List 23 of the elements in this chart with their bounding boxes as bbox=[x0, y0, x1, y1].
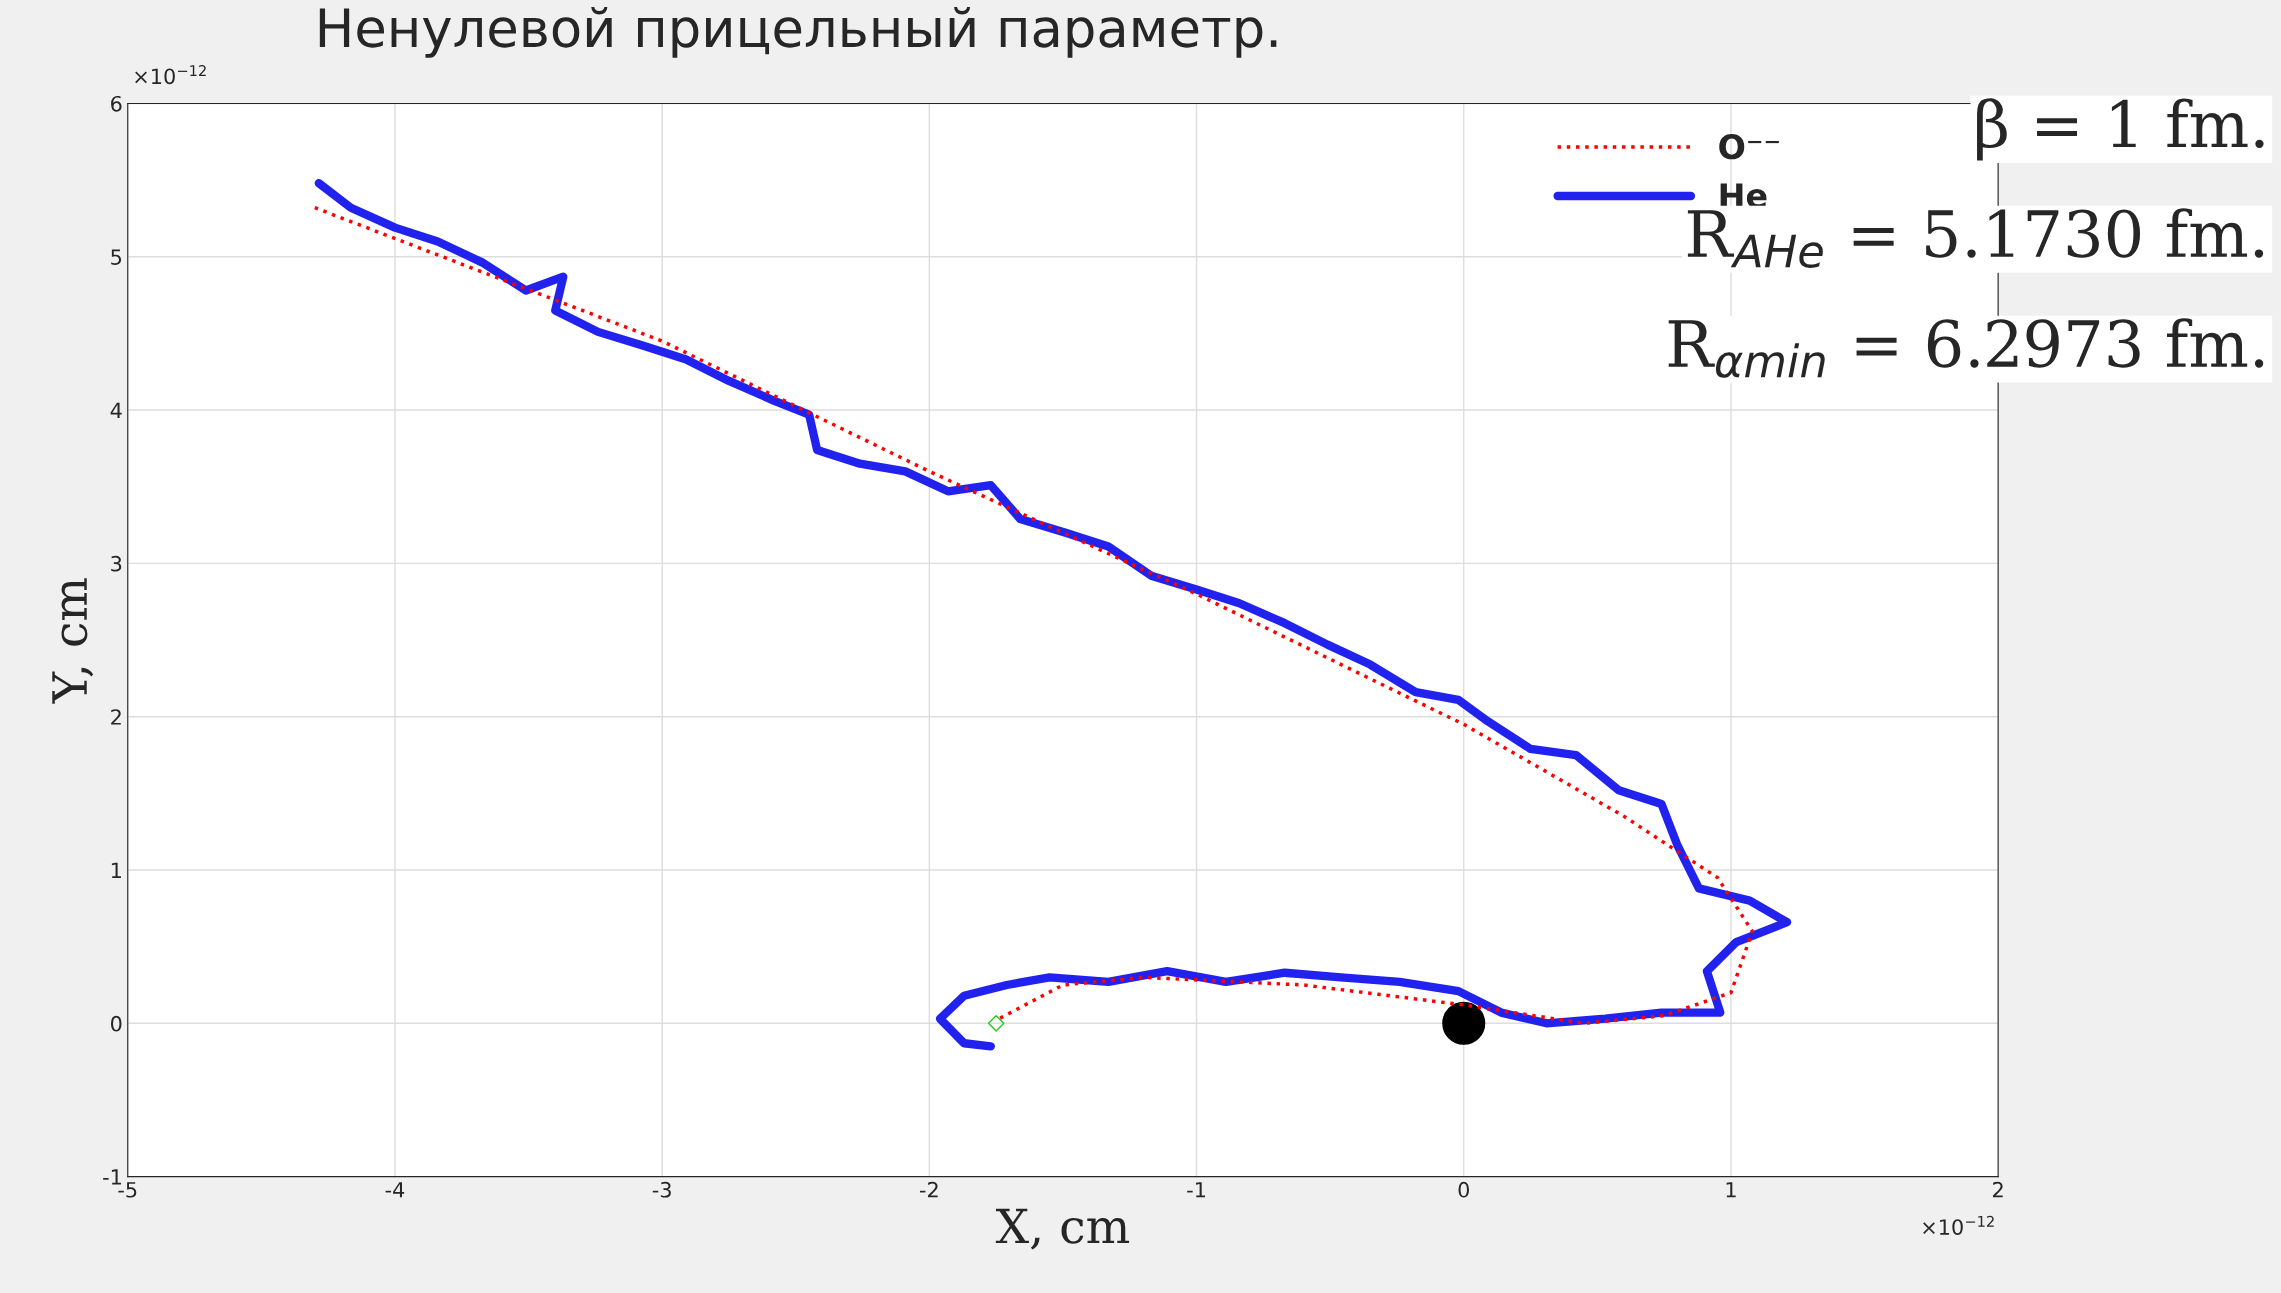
y-tick-label: 0 bbox=[110, 1015, 122, 1032]
x-tick-label: -3 bbox=[652, 1181, 671, 1198]
chart-title: Ненулевой прицельный параметр. bbox=[319, 7, 1277, 58]
annotation: R$_{αmin}$ = 6.2973 fm. bbox=[1668, 318, 2264, 378]
x-tick-label: 0 bbox=[1458, 1181, 1469, 1198]
y-tick-label: 2 bbox=[111, 709, 121, 725]
x-tick-label: -4 bbox=[385, 1182, 405, 1198]
y-tick-label: 5 bbox=[111, 249, 122, 265]
y-tick-label: 3 bbox=[111, 555, 122, 572]
y-tick-label: 4 bbox=[110, 402, 122, 418]
x-axis-title: X, cm bbox=[995, 1208, 1130, 1250]
y-tick-label: 6 bbox=[111, 95, 122, 112]
annotation: β = 1 fm. bbox=[1977, 98, 2264, 161]
text: ×10$^{−12}$ bbox=[135, 65, 206, 85]
x-tick-label: -2 bbox=[919, 1181, 938, 1198]
x-tick-label: 2 bbox=[1993, 1181, 2003, 1198]
x-tick-label: -1 bbox=[1187, 1182, 1206, 1198]
y-axis-title: Y, cm bbox=[52, 578, 94, 704]
annotation: R$_{AHe}$ = 5.1730 fm. bbox=[1687, 208, 2264, 268]
y-tick-label: 1 bbox=[111, 862, 121, 878]
x-tick-label: 1 bbox=[1726, 1182, 1736, 1198]
legend-label: O⁻⁻ bbox=[1719, 134, 1779, 160]
text: ×10$^{−12}$ bbox=[1923, 1215, 1994, 1235]
